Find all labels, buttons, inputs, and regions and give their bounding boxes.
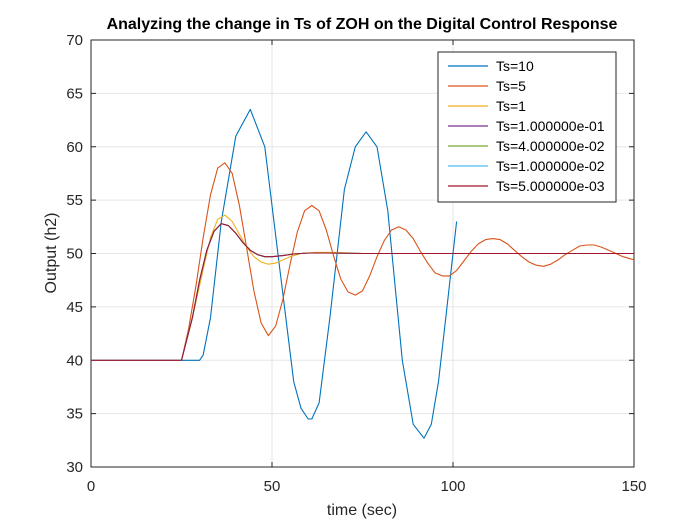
chart-title: Analyzing the change in Ts of ZOH on the… [107, 16, 618, 33]
x-tick-label: 0 [87, 478, 95, 495]
series-layer [91, 108, 634, 439]
y-tick-label: 60 [66, 139, 83, 156]
legend-label-7: Ts=5.000000e-03 [496, 178, 605, 194]
series-line-2 [91, 162, 634, 361]
y-tick-label: 40 [66, 352, 83, 369]
series-line-1 [91, 108, 458, 439]
legend-box [437, 51, 617, 203]
x-tick-label: 50 [264, 478, 281, 495]
y-tick-label: 55 [66, 192, 83, 209]
series-line-7 [91, 223, 634, 361]
y-tick-label: 70 [66, 32, 83, 49]
x-tick-label: 100 [440, 478, 465, 495]
x-axis-label: time (sec) [327, 502, 397, 519]
axis-ticks [90, 39, 635, 468]
y-axis-label: Output (h2) [43, 213, 60, 294]
series-line-3 [91, 214, 634, 361]
legend-label-2: Ts=5 [496, 78, 526, 94]
x-tick-label: 150 [621, 478, 646, 495]
legend: Ts=10 Ts=5 Ts=1 Ts=1.000000e-01 Ts=4.000000e… [437, 51, 617, 203]
legend-label-6: Ts=1.000000e-02 [496, 158, 605, 174]
y-tick-label: 35 [66, 406, 83, 423]
legend-label-4: Ts=1.000000e-01 [496, 118, 605, 134]
y-tick-label: 50 [66, 246, 83, 263]
legend-label-1: Ts=10 [496, 58, 534, 74]
tick-labels: 0 50 100 150 30 35 40 45 50 55 60 65 70 [66, 32, 646, 495]
y-tick-label: 30 [66, 459, 83, 476]
legend-label-3: Ts=1 [496, 98, 526, 114]
legend-label-5: Ts=4.000000e-02 [496, 138, 605, 154]
y-tick-label: 45 [66, 299, 83, 316]
y-tick-label: 65 [66, 85, 83, 102]
